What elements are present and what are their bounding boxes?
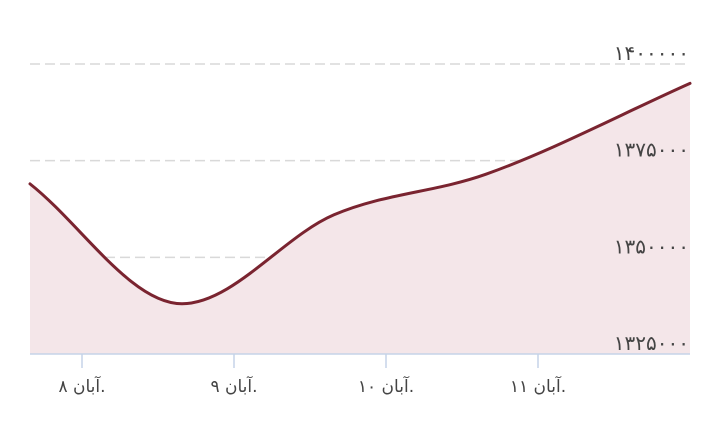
x-tick-label: آبان ۹.: [210, 375, 257, 397]
x-tick-label: آبان ۱۱.: [510, 375, 566, 397]
y-tick-label: ۱۳۷۵۰۰۰: [614, 138, 689, 162]
area-fill: [30, 83, 690, 354]
x-axis: [30, 353, 690, 368]
y-axis-labels: ۱۳۲۵۰۰۰ ۱۳۵۰۰۰۰ ۱۳۷۵۰۰۰ ۱۴۰۰۰۰۰: [614, 41, 689, 355]
x-tick-label: آبان ۱۰.: [358, 375, 414, 397]
y-tick-label: ۱۴۰۰۰۰۰: [614, 41, 689, 65]
series-line: [28, 81, 692, 306]
y-tick-label: ۱۳۵۰۰۰۰: [614, 234, 689, 258]
y-tick-label: ۱۳۲۵۰۰۰: [614, 331, 689, 355]
x-axis-labels: آبان ۸. آبان ۹. آبان ۱۰. آبان ۱۱.: [58, 375, 566, 397]
x-tick-label: آبان ۸.: [58, 375, 105, 397]
area-layer: [28, 81, 692, 354]
